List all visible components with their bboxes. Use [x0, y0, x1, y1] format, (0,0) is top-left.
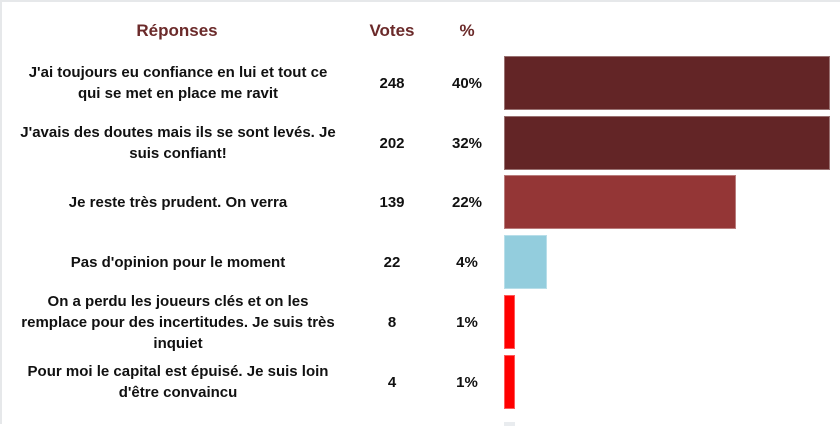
- vote-percent: 22%: [451, 193, 483, 211]
- vote-percent: 40%: [451, 74, 483, 92]
- response-label: J'avais des doutes mais ils se sont levé…: [20, 124, 336, 162]
- vote-count: 248: [379, 74, 405, 92]
- result-bar: [504, 355, 515, 409]
- response-label: Pour moi le capital est épuisé. Je suis …: [27, 363, 329, 401]
- response-label: J'ai toujours eu confiance en lui et tou…: [28, 64, 328, 102]
- vote-percent: 1%: [456, 373, 478, 391]
- result-bar: [504, 175, 736, 229]
- vote-percent: 32%: [451, 134, 483, 152]
- poll-row: J'avais des doutes mais ils se sont levé…: [2, 115, 840, 171]
- partial-bar-cutoff: [504, 422, 515, 426]
- result-bar: [504, 235, 547, 289]
- response-label: Je reste très prudent. On verra: [68, 193, 288, 211]
- vote-count: 8: [387, 313, 397, 331]
- column-header-percent: %: [459, 21, 475, 40]
- poll-row: Je reste très prudent. On verra 139 22%: [2, 174, 840, 230]
- poll-row: J'ai toujours eu confiance en lui et tou…: [2, 55, 840, 111]
- response-label: On a perdu les joueurs clés et on les re…: [21, 292, 335, 352]
- vote-count: 4: [387, 373, 397, 391]
- vote-percent: 1%: [456, 313, 478, 331]
- poll-row: On a perdu les joueurs clés et on les re…: [2, 292, 840, 352]
- column-header-responses: Réponses: [136, 21, 218, 40]
- response-label: Pas d'opinion pour le moment: [70, 253, 286, 271]
- result-bar: [504, 56, 830, 110]
- column-header-votes: Votes: [369, 21, 415, 40]
- poll-row: Pas d'opinion pour le moment 22 4%: [2, 234, 840, 290]
- result-bar: [504, 116, 830, 170]
- vote-count: 202: [379, 134, 405, 152]
- vote-percent: 4%: [456, 253, 478, 271]
- poll-row: Pour moi le capital est épuisé. Je suis …: [2, 354, 840, 410]
- vote-count: 139: [379, 193, 405, 211]
- result-bar: [504, 295, 515, 349]
- vote-count: 22: [383, 253, 401, 271]
